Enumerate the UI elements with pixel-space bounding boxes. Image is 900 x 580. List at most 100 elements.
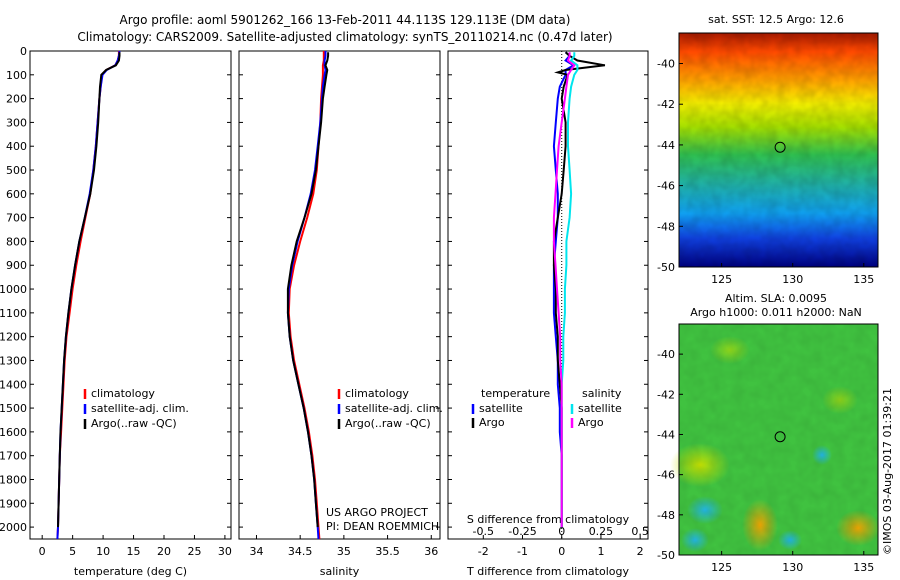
depth-tick-label: 1800 bbox=[0, 473, 27, 486]
depth-tick-label: 300 bbox=[6, 116, 27, 129]
salinity-diff-tick-label: -0.5 bbox=[473, 525, 494, 538]
map-ytick-label: -44 bbox=[657, 428, 675, 441]
difference-series-line bbox=[552, 52, 576, 528]
map-ytick-label: -42 bbox=[657, 388, 675, 401]
map-xtick-label: 135 bbox=[853, 561, 874, 574]
depth-tick-label: 200 bbox=[6, 93, 27, 106]
temperature-xtick-label: 0 bbox=[39, 545, 46, 558]
map-xtick-label: 130 bbox=[782, 273, 803, 286]
figure-title-line2: Climatology: CARS2009. Satellite-adjuste… bbox=[77, 30, 612, 44]
map-ytick-label: -40 bbox=[657, 348, 675, 361]
map-xtick-label: 125 bbox=[711, 561, 732, 574]
map-ytick-label: -48 bbox=[657, 220, 675, 233]
salinity-xtick-label: 35 bbox=[337, 545, 351, 558]
difference-frame bbox=[447, 50, 649, 540]
temperature-xlabel: temperature (deg C) bbox=[74, 565, 187, 578]
salinity-xtick-label: 34 bbox=[249, 545, 263, 558]
legend-label: Argo(..raw -QC) bbox=[91, 417, 177, 430]
temperature-xtick-label: 20 bbox=[157, 545, 171, 558]
float-position-marker bbox=[774, 141, 786, 153]
difference-xlabel: T difference from climatology bbox=[466, 565, 629, 578]
legend-label: climatology bbox=[345, 387, 409, 400]
float-position-marker bbox=[774, 431, 786, 443]
temperature-xtick-label: 15 bbox=[127, 545, 141, 558]
difference-panel: -2 -1 0 1 2 T difference from climatology -0.5… bbox=[447, 50, 649, 578]
salinity-panel: 34 34.5 35 35.5 36 salinity climatology satelli… bbox=[238, 50, 443, 578]
temperature-panel: 0 5 10 15 20 25 30 temperature (deg C) 0 100 200 30… bbox=[0, 45, 232, 578]
salinity-series-line bbox=[286, 52, 330, 528]
legend-label: Argo bbox=[578, 416, 604, 429]
legend-header: temperature bbox=[481, 387, 550, 400]
salinity-frame bbox=[238, 50, 441, 540]
sla-map-title-line1: Altim. SLA: 0.0095 bbox=[725, 292, 827, 305]
timestamp-stamp: ©IMOS 03-Aug-2017 01:39:21 bbox=[881, 388, 894, 555]
depth-tick-label: 0 bbox=[20, 45, 27, 58]
sst-map-title: sat. SST: 12.5 Argo: 12.6 bbox=[708, 13, 844, 26]
salinity-xtick-label: 34.5 bbox=[288, 545, 313, 558]
legend-label: Argo(..raw -QC) bbox=[345, 417, 431, 430]
map-xtick-label: 135 bbox=[853, 273, 874, 286]
map-ytick-label: -40 bbox=[657, 58, 675, 71]
difference-xtick-label: -1 bbox=[517, 545, 528, 558]
map-ytick-label: -46 bbox=[657, 469, 675, 482]
temperature-xtick-label: 10 bbox=[96, 545, 110, 558]
salinity-diff-tick-label: -0.25 bbox=[508, 525, 536, 538]
depth-tick-label: 1100 bbox=[0, 307, 27, 320]
sst-map: 125 130 135 -50 -48 -46 -44 -42 -40 bbox=[657, 32, 879, 286]
legend-label: satellite bbox=[578, 402, 622, 415]
map-ytick-label: -46 bbox=[657, 180, 675, 193]
depth-tick-label: 500 bbox=[6, 164, 27, 177]
map-ytick-label: -50 bbox=[657, 261, 675, 274]
difference-xtick-label: -2 bbox=[478, 545, 489, 558]
depth-tick-label: 1300 bbox=[0, 354, 27, 367]
difference-xtick-label: 2 bbox=[637, 545, 644, 558]
depth-tick-label: 2000 bbox=[0, 521, 27, 534]
map-ytick-label: -42 bbox=[657, 98, 675, 111]
depth-tick-label: 1900 bbox=[0, 497, 27, 510]
depth-tick-label: 900 bbox=[6, 259, 27, 272]
salinity-diff-tick-label: 0.5 bbox=[631, 525, 649, 538]
depth-tick-label: 1400 bbox=[0, 378, 27, 391]
depth-tick-label: 1500 bbox=[0, 402, 27, 415]
salinity-xtick-label: 35.5 bbox=[375, 545, 400, 558]
salinity-xtick-label: 36 bbox=[424, 545, 438, 558]
legend-header: salinity bbox=[582, 387, 622, 400]
legend-label: satellite-adj. clim. bbox=[91, 402, 189, 415]
salinity-xlabel: salinity bbox=[320, 565, 360, 578]
depth-tick-label: 1200 bbox=[0, 331, 27, 344]
depth-tick-label: 1700 bbox=[0, 450, 27, 463]
depth-tick-label: 1600 bbox=[0, 426, 27, 439]
depth-tick-label: 1000 bbox=[0, 283, 27, 296]
map-xtick-label: 130 bbox=[782, 561, 803, 574]
project-credit: US ARGO PROJECT PI: DEAN ROEMMICH bbox=[326, 506, 439, 533]
map-ytick-label: -50 bbox=[657, 549, 675, 562]
map-ytick-label: -44 bbox=[657, 139, 675, 152]
legend-label: satellite bbox=[479, 402, 523, 415]
legend-label: satellite-adj. clim. bbox=[345, 402, 443, 415]
temperature-frame bbox=[29, 50, 232, 540]
sla-map-texture bbox=[679, 324, 878, 555]
project-line1: US ARGO PROJECT bbox=[326, 506, 428, 519]
sla-map-title-line2: Argo h1000: 0.011 h2000: NaN bbox=[690, 306, 862, 319]
salinity-diff-xlabel: S difference from climatology bbox=[467, 513, 630, 526]
depth-tick-label: 800 bbox=[6, 235, 27, 248]
legend-label: Argo bbox=[479, 416, 505, 429]
sst-map-texture bbox=[679, 33, 878, 267]
project-line2: PI: DEAN ROEMMICH bbox=[326, 520, 439, 533]
sla-map-frame bbox=[678, 323, 879, 556]
temperature-xtick-label: 25 bbox=[187, 545, 201, 558]
depth-tick-label: 400 bbox=[6, 140, 27, 153]
depth-tick-label: 600 bbox=[6, 188, 27, 201]
temperature-xtick-label: 30 bbox=[218, 545, 232, 558]
map-xtick-label: 125 bbox=[711, 273, 732, 286]
difference-xtick-label: 0 bbox=[558, 545, 565, 558]
figure-title-line1: Argo profile: aoml 5901262_166 13-Feb-20… bbox=[120, 13, 571, 27]
difference-xtick-label: 1 bbox=[597, 545, 604, 558]
sst-map-frame bbox=[678, 32, 879, 268]
temperature-xtick-label: 5 bbox=[69, 545, 76, 558]
map-ytick-label: -48 bbox=[657, 509, 675, 522]
sla-map: 125 130 135 -50 -48 -46 -44 -42 -40 bbox=[657, 323, 880, 574]
depth-tick-label: 700 bbox=[6, 212, 27, 225]
salinity-diff-tick-label: 0.25 bbox=[589, 525, 614, 538]
